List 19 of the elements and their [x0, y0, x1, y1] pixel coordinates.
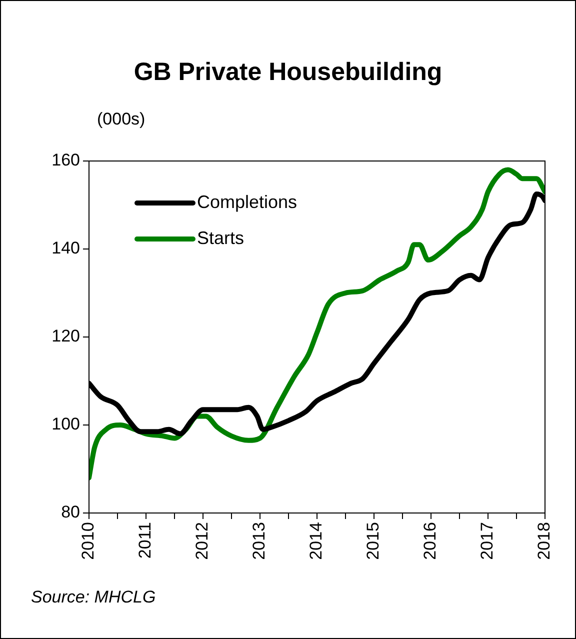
x-tick-label: 2017: [478, 522, 497, 560]
x-tick-label: 2018: [534, 522, 554, 560]
x-tick-label: 2014: [306, 522, 326, 560]
x-tick-label: 2015: [364, 522, 383, 560]
legend-label: Starts: [197, 228, 244, 248]
x-tick-label: 2010: [78, 522, 98, 560]
source-note: Source: MHCLG: [31, 588, 156, 607]
x-tick-label: 2016: [420, 522, 440, 560]
y-tick-label: 120: [52, 326, 80, 346]
x-tick-label: 2012: [192, 522, 212, 560]
x-tick-label: 2011: [136, 522, 155, 559]
chart-title: GB Private Housebuilding: [134, 58, 442, 86]
y-tick-label: 80: [61, 502, 80, 522]
y-tick-label: 160: [52, 150, 80, 170]
x-tick-label: 2013: [250, 522, 269, 560]
legend-label: Completions: [197, 192, 298, 212]
y-axis-title: (000s): [97, 110, 146, 129]
y-tick-label: 140: [52, 238, 80, 258]
y-tick-label: 100: [52, 414, 80, 434]
